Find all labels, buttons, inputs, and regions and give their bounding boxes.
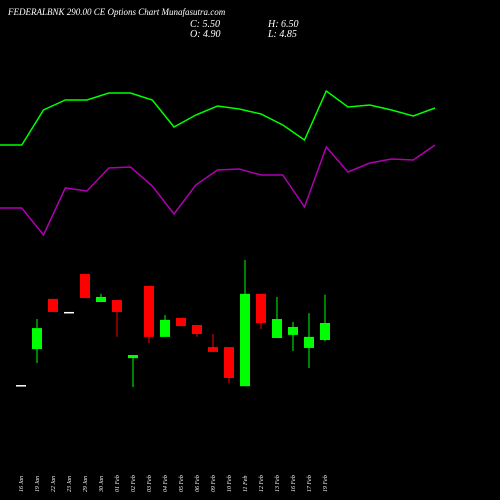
candle-body	[16, 385, 26, 387]
indicator-line	[0, 89, 436, 146]
x-tick-label: 16 Feb	[291, 475, 297, 492]
candle-body	[272, 319, 282, 339]
close-label: C: 5.50	[190, 19, 220, 30]
x-tick-label: 17 Feb	[307, 475, 313, 492]
x-tick-label: 23 Jan	[67, 476, 73, 492]
x-tick-label: 16 Jan	[19, 476, 25, 492]
indicator-line	[0, 144, 436, 237]
candle-body	[176, 317, 186, 327]
candle-body	[240, 293, 250, 387]
high-label: H: 6.50	[267, 19, 299, 30]
candle-body	[96, 296, 106, 303]
x-tick-label: 09 Feb	[211, 475, 217, 492]
candle-body	[208, 347, 218, 352]
candle-body	[32, 328, 42, 350]
x-tick-label: 19 Feb	[323, 475, 329, 492]
candle-body	[128, 355, 138, 359]
x-tick-label: 05 Feb	[179, 475, 185, 492]
candle-body	[112, 300, 122, 312]
x-tick-label: 30 Jan	[99, 476, 105, 493]
x-tick-label: 04 Feb	[162, 475, 169, 492]
low-label: L: 4.85	[267, 29, 297, 40]
x-tick-label: 01 Feb	[115, 475, 121, 492]
candle-body	[320, 323, 330, 340]
x-tick-label: 03 Feb	[147, 475, 153, 492]
candle-body	[64, 311, 74, 314]
candle-body	[224, 347, 234, 378]
x-tick-label: 22 Jan	[51, 476, 57, 492]
open-label: O: 4.90	[190, 29, 221, 40]
x-tick-label: 10 Feb	[227, 475, 233, 492]
x-tick-label: 19 Jan	[35, 476, 41, 492]
candle-body	[288, 326, 298, 335]
candle-body	[256, 293, 266, 323]
x-tick-label: 13 Feb	[275, 475, 281, 492]
x-tick-label: 02 Feb	[131, 475, 137, 492]
x-tick-label: 29 Jan	[83, 476, 89, 492]
candle-body	[144, 285, 154, 337]
x-tick-label: 06 Feb	[195, 475, 201, 492]
candle-body	[192, 324, 202, 335]
candle-body	[48, 298, 58, 312]
candle-body	[80, 273, 90, 299]
candle-body	[160, 319, 170, 337]
x-tick-label: 12 Feb	[259, 475, 265, 492]
x-tick-label: 11 Feb	[243, 476, 249, 492]
candle-body	[304, 336, 314, 348]
chart-title: FEDERALBNK 290.00 CE Options Chart Munaf…	[7, 7, 226, 17]
